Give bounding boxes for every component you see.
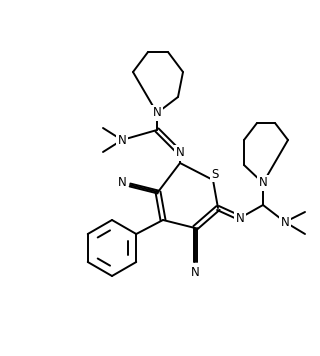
Text: N: N bbox=[118, 134, 126, 147]
Text: N: N bbox=[259, 177, 268, 189]
Text: N: N bbox=[191, 266, 199, 278]
Text: N: N bbox=[236, 211, 244, 225]
Text: N: N bbox=[281, 215, 289, 229]
Text: N: N bbox=[153, 106, 161, 120]
Text: S: S bbox=[211, 168, 219, 180]
Text: N: N bbox=[259, 177, 268, 189]
Text: N: N bbox=[176, 147, 184, 159]
Text: N: N bbox=[118, 176, 126, 188]
